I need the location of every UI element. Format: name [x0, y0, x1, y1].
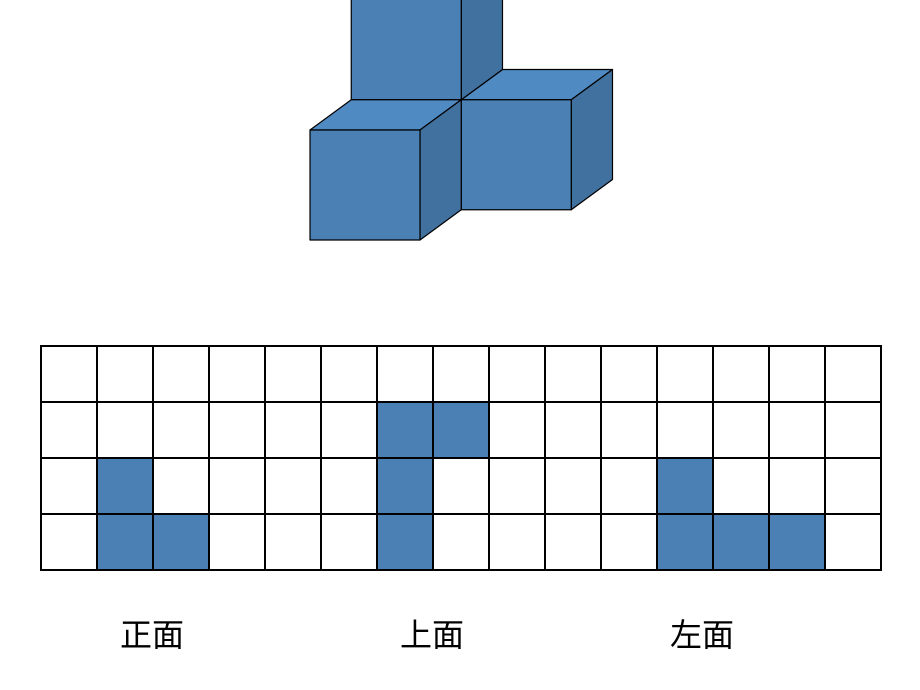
grid-cell: [209, 458, 265, 514]
grid-cell: [41, 514, 97, 570]
grid-cell: [153, 346, 209, 402]
grid-cell: [97, 458, 153, 514]
grid-cell: [601, 458, 657, 514]
grid-cell: [489, 514, 545, 570]
grid-cell: [265, 458, 321, 514]
grid-cell: [657, 402, 713, 458]
grid-cell: [209, 514, 265, 570]
grid-cell: [545, 458, 601, 514]
grid-cell: [265, 402, 321, 458]
grid-cell: [377, 402, 433, 458]
grid-cell: [769, 346, 825, 402]
grid-cell: [545, 402, 601, 458]
grid-cell: [377, 458, 433, 514]
grid-cell: [769, 402, 825, 458]
grid-cell: [489, 402, 545, 458]
grid-cell: [657, 514, 713, 570]
grid-cell: [713, 458, 769, 514]
grid-cell: [209, 402, 265, 458]
grid-cell: [321, 346, 377, 402]
grid-cell: [713, 402, 769, 458]
grid-cell: [41, 402, 97, 458]
grid-cell: [433, 402, 489, 458]
grid-cell: [41, 458, 97, 514]
grid-cell: [377, 514, 433, 570]
grid-cell: [153, 402, 209, 458]
grid-cell: [97, 514, 153, 570]
grid-cell: [825, 514, 881, 570]
grid-cell: [769, 514, 825, 570]
grid-cell: [97, 402, 153, 458]
grid-cell: [153, 458, 209, 514]
isometric-svg: [0, 0, 920, 340]
grid-cell: [657, 346, 713, 402]
orthographic-grid: [40, 345, 882, 571]
grid-cell: [433, 514, 489, 570]
label-top: 上面: [400, 610, 464, 656]
label-left: 左面: [670, 610, 734, 656]
grid-cell: [713, 346, 769, 402]
grid-cell: [825, 346, 881, 402]
grid-cell: [321, 458, 377, 514]
grid-cell: [601, 402, 657, 458]
grid-cell: [713, 514, 769, 570]
grid-cell: [825, 402, 881, 458]
grid-cell: [41, 346, 97, 402]
grid-cell: [377, 346, 433, 402]
grid-cell: [825, 458, 881, 514]
grid-cell: [601, 346, 657, 402]
grid-cell: [433, 458, 489, 514]
grid-cell: [265, 346, 321, 402]
grid-cell: [489, 458, 545, 514]
isometric-view: [0, 0, 920, 340]
grid-cell: [433, 346, 489, 402]
grid-cell: [545, 346, 601, 402]
grid-cell: [769, 458, 825, 514]
grid-cell: [657, 458, 713, 514]
grid-cell: [601, 514, 657, 570]
label-front: 正面: [120, 610, 184, 656]
grid-cell: [209, 346, 265, 402]
grid-cell: [321, 514, 377, 570]
grid-cell: [489, 346, 545, 402]
grid-cell: [545, 514, 601, 570]
grid-cell: [153, 514, 209, 570]
grid-cell: [265, 514, 321, 570]
grid-cell: [97, 346, 153, 402]
grid-cell: [321, 402, 377, 458]
